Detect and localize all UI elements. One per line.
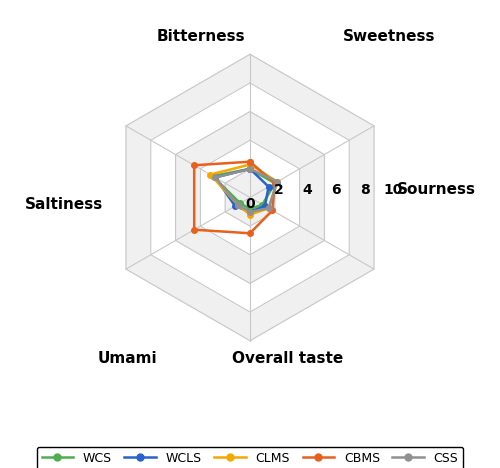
Polygon shape [126, 54, 374, 341]
Text: Bitterness: Bitterness [157, 29, 246, 44]
Text: 2: 2 [274, 183, 283, 197]
Polygon shape [151, 83, 349, 312]
Text: Sweetness: Sweetness [343, 29, 436, 44]
Legend: WCS, WCLS, CLMS, CBMS, CSS: WCS, WCLS, CLMS, CBMS, CSS [36, 446, 464, 468]
Polygon shape [176, 111, 324, 284]
Text: Sourness: Sourness [396, 183, 475, 197]
Text: 4: 4 [302, 183, 312, 197]
Text: 0: 0 [245, 197, 255, 212]
Text: 10: 10 [384, 183, 403, 197]
Polygon shape [200, 140, 300, 255]
Text: Saltiness: Saltiness [24, 197, 103, 212]
Polygon shape [225, 169, 275, 226]
Text: Overall taste: Overall taste [232, 351, 343, 366]
Text: 8: 8 [360, 183, 370, 197]
Text: Umami: Umami [98, 351, 157, 366]
Text: 6: 6 [331, 183, 340, 197]
